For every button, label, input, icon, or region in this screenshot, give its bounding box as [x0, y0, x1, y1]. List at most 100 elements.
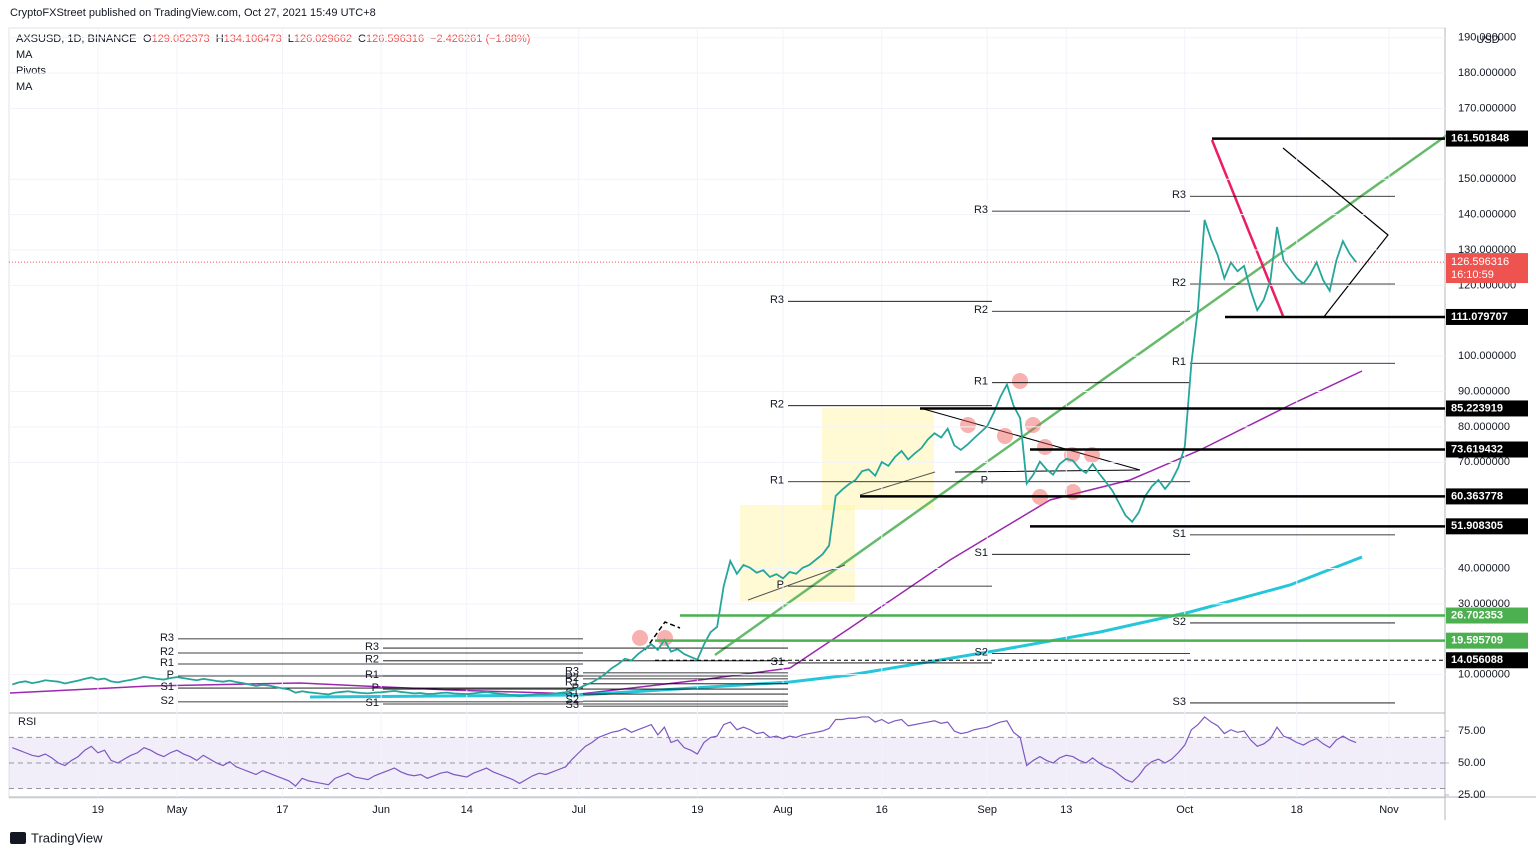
pivot-label: S3 — [566, 699, 579, 711]
pivot-label: R3 — [365, 641, 379, 653]
x-tick-label: May — [167, 804, 188, 816]
pivot-label: R1 — [565, 677, 579, 689]
level-badge — [1446, 441, 1528, 458]
x-tick-label: Sep — [977, 804, 997, 816]
ohlc: O129.052373 H134.106473 L126.029662 C126.59… — [143, 33, 530, 45]
x-tick-label: Jul — [572, 804, 586, 816]
y-tick-label: 180.000000 — [1458, 67, 1516, 79]
pivot-label: S3 — [1173, 696, 1186, 708]
ohlc-value: 126.596316 — [366, 33, 424, 45]
price-line — [12, 219, 1357, 698]
symbol: AXSUSD, 1D, BINANCE — [16, 33, 136, 45]
x-tick-label: 13 — [1060, 804, 1072, 816]
triangle — [919, 407, 1141, 473]
pivot-label: R3 — [770, 294, 784, 306]
x-tick-label: Oct — [1176, 804, 1193, 816]
x-tick-label: 18 — [1291, 804, 1303, 816]
pivot-label: S1 — [771, 656, 784, 668]
last-price-badge — [1446, 253, 1528, 284]
x-tick-label: 19 — [691, 804, 703, 816]
indicator-name: MA — [16, 49, 33, 61]
x-tick-label: Aug — [773, 804, 793, 816]
y-tick-label: 90.000000 — [1458, 385, 1510, 397]
ohlc-label: O — [143, 33, 152, 45]
ohlc-value: 129.052373 — [152, 33, 210, 45]
pivot-label: R3 — [565, 666, 579, 678]
y-tick-label: 150.000000 — [1458, 173, 1516, 185]
last-price-label: 126.596316 — [1451, 256, 1509, 268]
pivot-label: P — [981, 475, 988, 487]
pivot-label: P — [777, 579, 784, 591]
pivot-label: R1 — [365, 669, 379, 681]
level-label: 14.056088 — [1451, 654, 1503, 666]
triangle — [859, 471, 936, 496]
level-badge — [1446, 607, 1528, 624]
pivot-label: S2 — [1173, 616, 1186, 628]
pivot-label: R3 — [1172, 189, 1186, 201]
pivot-label: R3 — [160, 632, 174, 644]
logo: TradingView — [10, 830, 103, 845]
level-label: 111.079707 — [1451, 311, 1508, 323]
y-tick-label: 10.000000 — [1458, 669, 1510, 681]
pivot-label: S2 — [566, 694, 579, 706]
plot-frame — [8, 27, 1446, 799]
pivot-label: R1 — [1172, 356, 1186, 368]
ohlc-label: L — [288, 33, 294, 45]
level-label: 73.619432 — [1451, 443, 1503, 455]
highlight-box — [740, 505, 855, 602]
pivot-label: P — [372, 682, 379, 694]
y-tick-label: 170.000000 — [1458, 102, 1516, 114]
level-badge — [1446, 130, 1528, 147]
rsi-line — [12, 716, 1357, 787]
change: −2.426261 (−1.88%) — [430, 33, 530, 45]
footer: TradingView — [31, 830, 103, 845]
pivot-label: R3 — [974, 204, 988, 216]
y-tick-label: 130.000000 — [1458, 244, 1516, 256]
ohlc-label: H — [216, 33, 224, 45]
highlight-box — [822, 408, 934, 510]
ohlc-value: 134.106473 — [224, 33, 282, 45]
trend-line — [1210, 139, 1285, 317]
pivot-label: R1 — [160, 657, 174, 669]
pivot-label: R1 — [974, 376, 988, 388]
level-label: 161.501848 — [1451, 132, 1509, 144]
y-tick-label: 70.000000 — [1458, 456, 1510, 468]
markers — [632, 373, 1100, 646]
pivot-label: S1 — [161, 681, 174, 693]
pivot-label: S2 — [161, 695, 174, 707]
pivot-label: R2 — [365, 654, 379, 666]
rsi-tick-label: 25.00 — [1458, 789, 1486, 801]
currency: USD — [1476, 34, 1499, 46]
moving-average — [309, 555, 1363, 699]
pivot-label: P — [572, 682, 579, 694]
pivot-label: R2 — [974, 304, 988, 316]
triangle — [1282, 147, 1389, 319]
indicator-name: Pivots — [16, 65, 46, 77]
pivot-label: R2 — [160, 646, 174, 658]
pivot-label: P — [167, 669, 174, 681]
x-tick-label: 19 — [92, 804, 104, 816]
y-tick-label: 100.000000 — [1458, 350, 1516, 362]
level-label: 60.363778 — [1451, 490, 1503, 502]
pivot-label: R1 — [770, 475, 784, 487]
rsi-tick-label: 50.00 — [1458, 757, 1486, 769]
indicator-name: MA — [16, 81, 33, 93]
pivot-label: S1 — [1173, 528, 1186, 540]
rsi-tick-label: 75.00 — [1458, 725, 1486, 737]
level-badge — [1446, 652, 1528, 669]
y-tick-label: 80.000000 — [1458, 421, 1510, 433]
y-tick-label: 40.000000 — [1458, 562, 1510, 574]
triangle — [747, 564, 846, 601]
pivot-label: R2 — [1172, 277, 1186, 289]
level-badge — [1446, 400, 1528, 417]
publisher: CryptoFXStreet published on TradingView.… — [10, 7, 376, 19]
level-badge — [1446, 632, 1528, 649]
y-tick-label: 30.000000 — [1458, 598, 1510, 610]
ohlc-value: 126.029662 — [294, 33, 352, 45]
level-badge — [1446, 518, 1528, 535]
level-label: 26.702353 — [1451, 609, 1503, 621]
x-tick-label: 16 — [876, 804, 888, 816]
x-tick-label: Jun — [372, 804, 390, 816]
